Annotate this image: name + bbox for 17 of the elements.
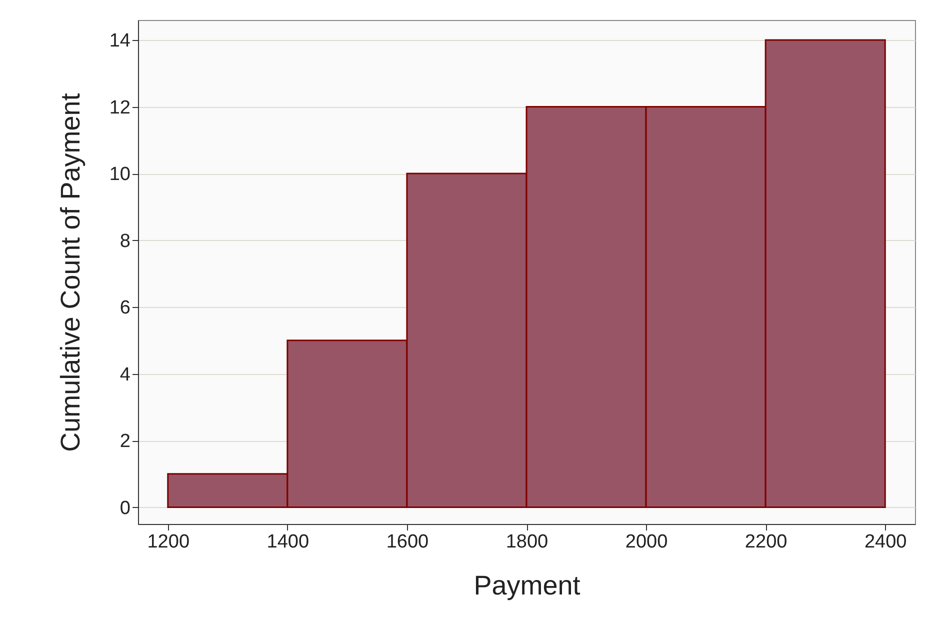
x-tick-label: 1400 [266, 532, 310, 552]
y-tick-label: 10 [109, 164, 130, 186]
y-tick-label: 12 [109, 97, 130, 118]
y-axis-title: Cumulative Count of Payment [55, 92, 86, 452]
y-tick-label: 8 [120, 230, 130, 252]
x-tick-label: 1800 [506, 532, 548, 552]
x-tick-label: 2200 [744, 532, 788, 552]
y-tick-label: 4 [120, 364, 131, 386]
x-axis-title: Payment [474, 570, 581, 600]
y-tick-label: 0 [120, 498, 130, 519]
y-tick-label: 6 [120, 298, 130, 319]
y-tick-label: 14 [109, 30, 131, 52]
y-tick-label: 2 [120, 431, 130, 452]
x-tick-label: 2000 [625, 532, 668, 552]
x-tick-label: 1200 [147, 532, 190, 552]
x-tick-label: 2400 [864, 532, 907, 552]
x-tick-label: 1600 [386, 532, 429, 552]
